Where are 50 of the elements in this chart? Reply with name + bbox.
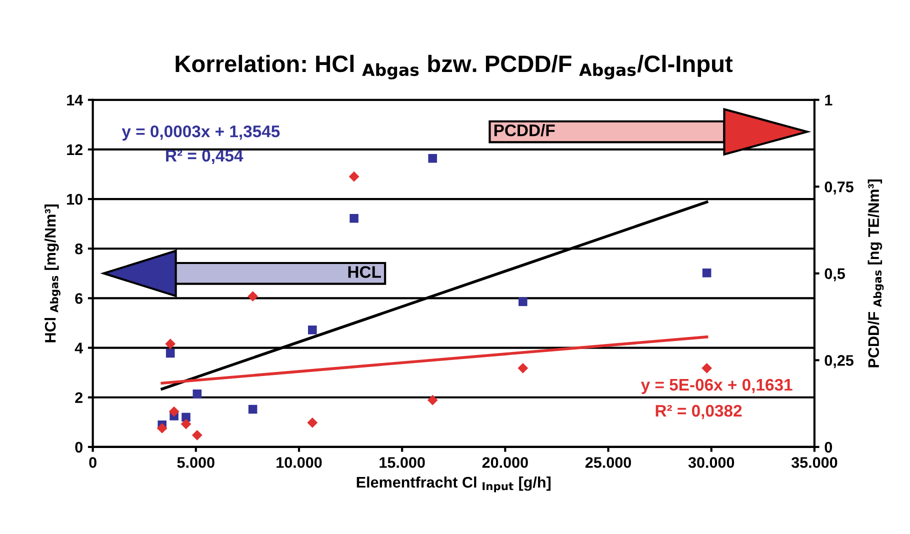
point xyxy=(180,418,192,430)
point xyxy=(702,362,712,374)
point xyxy=(518,362,528,374)
point xyxy=(702,268,712,278)
x-tick-label: 35.000 xyxy=(791,457,838,468)
y-tick-label: 10 xyxy=(67,194,82,205)
y2-tick-label: 1 xyxy=(825,94,832,106)
x-tick-label: 25.000 xyxy=(585,457,632,468)
annotation: R² = 0,454 xyxy=(166,150,244,164)
chart-title: Korrelation: HCl $_{Abgas}$ bzw. PCDD/F $_{Abgas}$/Cl-Input xyxy=(176,54,733,80)
y-tick-label: 0 xyxy=(75,442,82,453)
y-tick-label: 2 xyxy=(75,392,82,403)
annotation: HCL xyxy=(348,266,381,278)
point xyxy=(518,297,528,306)
point xyxy=(168,406,180,417)
x-tick-label: 30.000 xyxy=(688,457,734,468)
y-tick-label: 12 xyxy=(67,144,82,155)
y2-tick-label: 0,75 xyxy=(824,182,854,195)
x-tick-label: 0 xyxy=(89,457,96,468)
point xyxy=(350,214,358,223)
x-axis-title: Elementfracht Cl $_{Input}$ [g/h] xyxy=(356,476,551,492)
y2-tick-label: 0 xyxy=(824,442,832,453)
y-tick-label: 6 xyxy=(75,293,83,304)
annotation: y = 5E-06x + 0,1631 xyxy=(640,378,792,394)
x-tick-label: 20.000 xyxy=(482,457,528,468)
y-axis-title: HCl $_{Abgas}$ [mg/Nm³] xyxy=(44,204,60,342)
point xyxy=(192,390,202,398)
annotation: y = 0,0003x + 1,3545 xyxy=(122,126,280,141)
annotation: PCDD/F xyxy=(494,124,555,136)
point xyxy=(248,291,258,302)
point xyxy=(348,171,360,182)
x-tick-label: 15.000 xyxy=(380,457,425,468)
point xyxy=(428,154,437,163)
point xyxy=(307,417,318,428)
point xyxy=(192,430,202,440)
y2-tick-label: 0,25 xyxy=(824,355,854,368)
x-tick-label: 5.000 xyxy=(177,457,214,468)
annotation: R² = 0,0382 xyxy=(656,404,742,420)
point xyxy=(156,423,168,434)
point xyxy=(248,404,258,414)
y-tick-label: 4 xyxy=(74,342,84,354)
point xyxy=(427,394,438,406)
y2-tick-label: 0,5 xyxy=(824,268,845,282)
y-tick-label: 14 xyxy=(67,94,84,106)
point xyxy=(166,348,175,358)
y-tick-label: 8 xyxy=(75,243,83,254)
x-tick-label: 10.000 xyxy=(276,457,322,468)
point xyxy=(308,326,317,334)
point xyxy=(165,338,176,350)
y2-axis-title: PCDD/F $_{Abgas}$ [ng TE/Nm³] xyxy=(868,179,884,368)
